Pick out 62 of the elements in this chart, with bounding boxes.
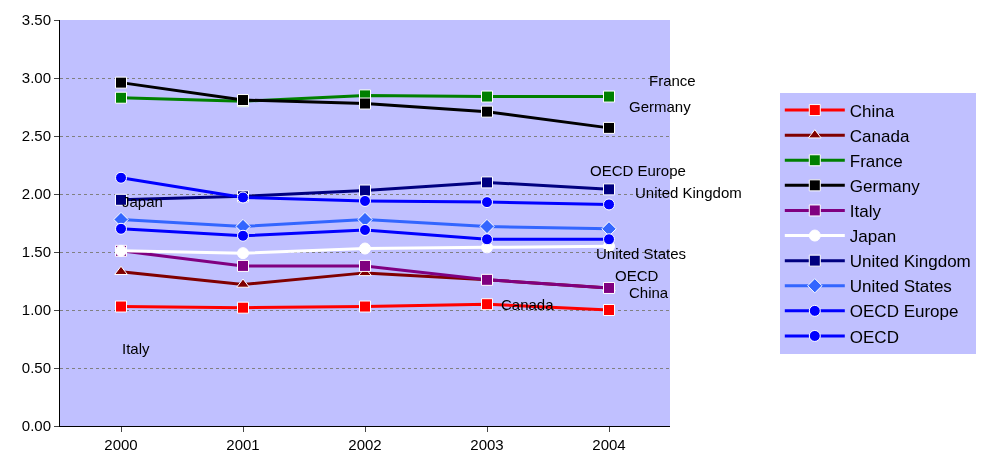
- x-tick-label: 2000: [104, 436, 138, 453]
- point: [237, 247, 249, 260]
- legend-label: Canada: [849, 126, 910, 146]
- point: [603, 304, 615, 316]
- point: [603, 233, 615, 246]
- legend-label: OECD: [849, 327, 899, 347]
- point: [115, 222, 127, 235]
- annotation: Italy: [122, 340, 151, 357]
- point: [603, 198, 615, 211]
- point: [237, 259, 249, 272]
- annotation: OECD: [615, 267, 659, 284]
- point: [481, 176, 493, 189]
- point: [359, 300, 371, 313]
- y-tick-label: 1.00: [21, 301, 51, 319]
- annotation: United Kingdom: [635, 184, 742, 201]
- point: [115, 171, 127, 184]
- x-tick-label: 2004: [592, 436, 626, 453]
- legend-label: China: [849, 101, 895, 121]
- point: [236, 278, 250, 288]
- point: [603, 183, 615, 196]
- point: [603, 121, 615, 134]
- legend-label: France: [849, 151, 903, 171]
- point: [359, 184, 371, 197]
- annotation: France: [649, 72, 696, 89]
- point: [115, 300, 127, 313]
- y-tick-label: 0.00: [21, 417, 51, 435]
- point: [603, 90, 615, 103]
- point: [481, 298, 493, 311]
- point: [359, 259, 371, 272]
- point: [359, 194, 371, 207]
- point: [481, 196, 493, 209]
- point: [237, 229, 249, 242]
- point: [479, 218, 495, 235]
- point: [114, 265, 128, 275]
- point: [359, 97, 371, 110]
- y-tick-label: 2.00: [21, 185, 51, 203]
- point: [115, 76, 127, 89]
- legend-label: United States: [849, 277, 952, 297]
- point: [481, 233, 493, 246]
- annotation: China: [629, 284, 669, 301]
- legend-label: Italy: [849, 202, 882, 222]
- x-tick-label: 2003: [470, 436, 504, 453]
- y-tick-label: 0.50: [21, 359, 51, 377]
- point: [359, 223, 371, 236]
- point: [237, 301, 249, 314]
- point: [115, 91, 127, 104]
- x-tick-label: 2002: [348, 436, 382, 453]
- y-tick-label: 1.50: [21, 243, 51, 261]
- y-tick-label: 2.50: [21, 127, 51, 145]
- annotation: OECD Europe: [590, 162, 686, 179]
- point: [359, 242, 371, 255]
- legend-label: Japan: [849, 227, 897, 247]
- annotation: United States: [596, 245, 687, 262]
- legend-label: OECD Europe: [849, 302, 959, 322]
- point: [481, 90, 493, 103]
- legend-label: Germany: [849, 176, 921, 196]
- y-tick-label: 3.50: [21, 11, 51, 29]
- point: [481, 105, 493, 118]
- annotation: Germany: [629, 98, 692, 115]
- y-tick-label: 3.00: [21, 69, 51, 87]
- x-tick-label: 2001: [226, 436, 260, 453]
- legend-label: United Kingdom: [849, 252, 971, 272]
